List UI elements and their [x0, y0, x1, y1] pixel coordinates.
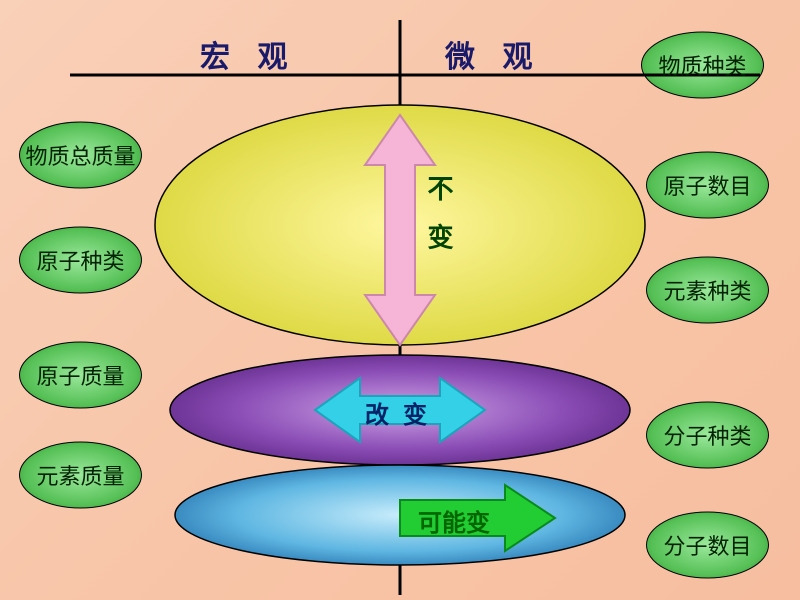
label-maybe: 可能变: [418, 503, 490, 538]
diagram-svg: [0, 0, 800, 600]
header-right: 微 观: [445, 32, 543, 76]
header-left: 宏 观: [200, 32, 298, 76]
diagram-stage: 宏 观 微 观 不 变 改 变 可能变 物质种类物质总质量原子种类原子质量元素质…: [0, 0, 800, 600]
label-unchanged: 不 变: [420, 175, 457, 258]
label-changed: 改 变: [365, 395, 431, 430]
